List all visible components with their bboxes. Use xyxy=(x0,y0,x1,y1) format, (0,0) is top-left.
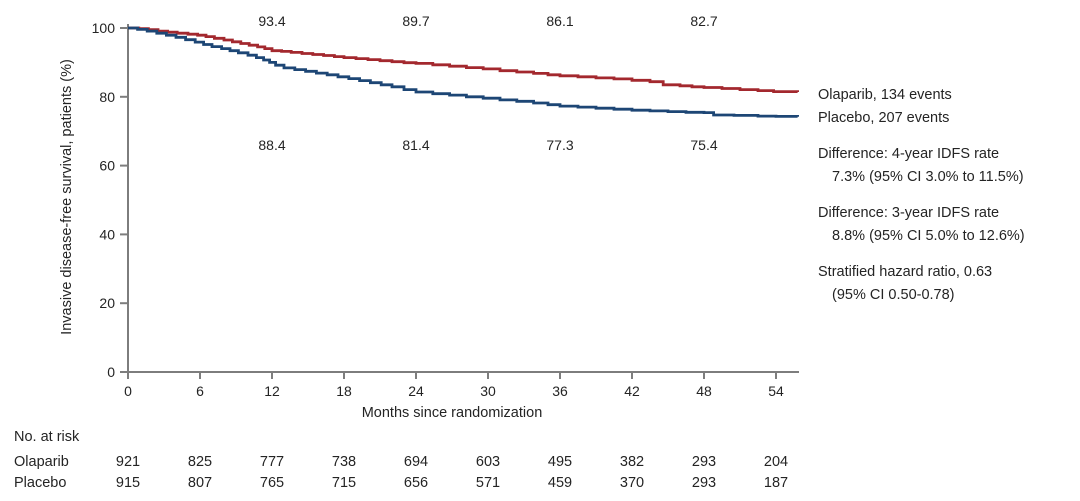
hazard-ratio-ci: (95% CI 0.50-0.78) xyxy=(832,286,955,303)
difference-4yr-label: Difference: 4-year IDFS rate xyxy=(818,146,1000,162)
placebo-curve xyxy=(128,26,799,118)
x-tick-label: 0 xyxy=(124,383,132,399)
risk-value: 807 xyxy=(188,475,212,491)
x-tick-label: 18 xyxy=(336,383,352,399)
olaparib-rate-annotation: 86.1 xyxy=(546,13,573,29)
placebo-events-text: Placebo, 207 events xyxy=(818,109,950,126)
risk-row-label: Placebo xyxy=(14,475,66,491)
risk-value: 187 xyxy=(764,475,788,491)
risk-table-header: No. at risk xyxy=(14,429,80,445)
risk-value: 921 xyxy=(116,454,140,470)
risk-value: 656 xyxy=(404,475,428,491)
y-tick-label: 0 xyxy=(107,364,115,380)
difference-4yr-value: 7.3% (95% CI 3.0% to 11.5%) xyxy=(832,168,1024,185)
x-tick-label: 48 xyxy=(696,383,712,399)
risk-value: 459 xyxy=(548,475,572,491)
risk-value: 370 xyxy=(620,475,644,491)
difference-3yr-label: Difference: 3-year IDFS rate xyxy=(818,205,1000,221)
risk-value: 293 xyxy=(692,454,716,470)
risk-value: 825 xyxy=(188,454,212,470)
hazard-ratio-label: Stratified hazard ratio, 0.63 xyxy=(818,264,993,280)
x-tick-label: 54 xyxy=(768,383,784,399)
x-axis-label: Months since randomization xyxy=(362,405,543,421)
risk-value: 694 xyxy=(404,454,428,470)
y-tick-label: 100 xyxy=(92,20,116,36)
risk-value: 715 xyxy=(332,475,356,491)
stats-panel: Olaparib, 134 events Placebo, 207 events… xyxy=(818,84,1025,306)
risk-row-label: Olaparib xyxy=(14,454,69,470)
risk-value: 738 xyxy=(332,454,356,470)
x-tick-label: 6 xyxy=(196,383,204,399)
olaparib-curve xyxy=(128,26,799,93)
y-tick-label: 60 xyxy=(99,158,115,174)
placebo-rate-annotation: 81.4 xyxy=(402,137,429,153)
placebo-rate-annotation: 75.4 xyxy=(690,137,717,153)
olaparib-rate-annotation: 82.7 xyxy=(690,13,717,29)
olaparib-events-text: Olaparib, 134 events xyxy=(818,87,952,103)
difference-3yr-value: 8.8% (95% CI 5.0% to 12.6%) xyxy=(832,227,1025,244)
risk-value: 765 xyxy=(260,475,284,491)
placebo-rate-annotation: 77.3 xyxy=(546,137,573,153)
x-tick-label: 24 xyxy=(408,383,424,399)
placebo-rate-annotation: 88.4 xyxy=(258,137,285,153)
risk-value: 204 xyxy=(764,454,788,470)
x-tick-label: 36 xyxy=(552,383,568,399)
risk-value: 293 xyxy=(692,475,716,491)
y-tick-label: 80 xyxy=(99,89,115,105)
risk-value: 777 xyxy=(260,454,284,470)
risk-value: 495 xyxy=(548,454,572,470)
risk-value: 571 xyxy=(476,475,500,491)
risk-value: 603 xyxy=(476,454,500,470)
x-tick-label: 42 xyxy=(624,383,640,399)
x-tick-label: 12 xyxy=(264,383,280,399)
km-chart: 0 20 40 60 80 100 0 6 12 18 24 30 36 42 48 54 93.4 88.4 89… xyxy=(14,13,799,491)
x-tick-label: 30 xyxy=(480,383,496,399)
olaparib-rate-annotation: 93.4 xyxy=(258,13,285,29)
olaparib-rate-annotation: 89.7 xyxy=(402,13,429,29)
y-axis-label: Invasive disease-free survival, patients… xyxy=(59,59,75,335)
y-tick-label: 40 xyxy=(99,226,115,242)
risk-value: 382 xyxy=(620,454,644,470)
y-tick-label: 20 xyxy=(99,295,115,311)
risk-value: 915 xyxy=(116,475,140,491)
